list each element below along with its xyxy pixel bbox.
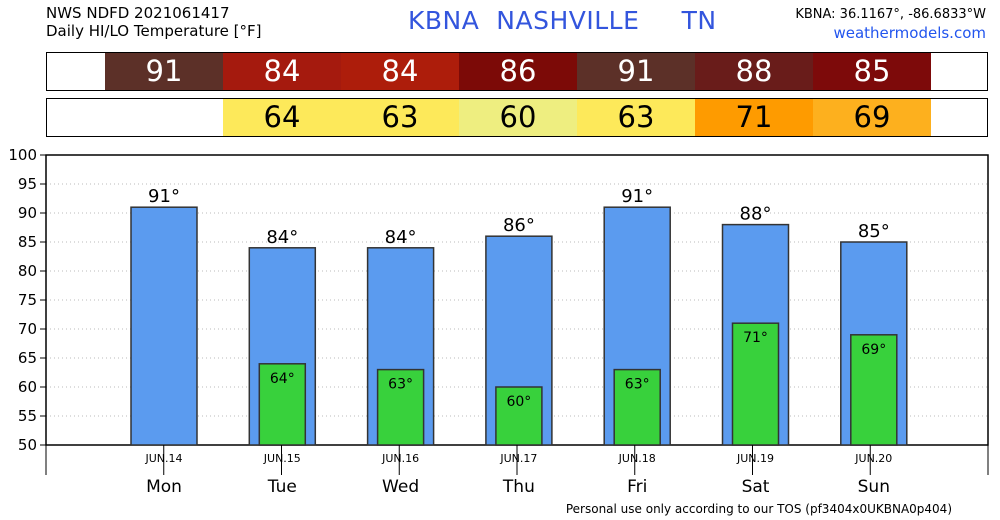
y-tick-label: 75	[18, 291, 37, 309]
day-label: Mon	[146, 477, 182, 497]
lo-bar	[850, 334, 898, 446]
station-title: KBNA NASHVILLE TN	[408, 6, 717, 35]
lo-temp-cell: 64	[223, 99, 341, 136]
y-tick-label: 100	[8, 146, 37, 164]
station-coords: KBNA: 36.1167°, -86.6833°W	[795, 7, 986, 22]
x-tick-label: JUN.19	[736, 452, 774, 465]
y-tick-label: 65	[18, 349, 37, 367]
station-state: TN	[681, 6, 717, 35]
x-tick-label: JUN.20	[854, 452, 892, 465]
lo-bar-label: 63°	[388, 377, 413, 393]
hi-temp-cell: 84	[223, 53, 341, 90]
lo-temp-cell	[105, 99, 223, 136]
lo-temp-cell: 63	[577, 99, 695, 136]
y-tick-label: 60	[18, 378, 37, 396]
hi-bar-label: 86°	[503, 215, 535, 236]
lo-bar	[731, 322, 780, 446]
x-tick-label: JUN.18	[618, 452, 656, 465]
chart-title: Daily HI/LO Temperature [°F]	[46, 22, 262, 40]
hi-bar-label: 91°	[621, 186, 653, 207]
product-line: NWS NDFD 2021061417	[46, 4, 230, 22]
y-tick-label: 95	[18, 175, 37, 193]
hi-bar-label: 88°	[740, 204, 772, 225]
x-tick-label: JUN.17	[499, 452, 537, 465]
footer-note: Personal use only according to our TOS (…	[565, 502, 952, 516]
hi-temp-cell: 86	[459, 53, 577, 90]
lo-bar-label: 60°	[506, 394, 531, 410]
hi-bar-label: 91°	[148, 186, 180, 207]
lo-bar	[495, 386, 543, 446]
lo-bar-label: 71°	[743, 330, 768, 346]
day-label: Thu	[502, 477, 535, 497]
y-tick-label: 55	[18, 407, 37, 425]
lo-temp-cell: 71	[695, 99, 813, 136]
hi-temp-cell: 91	[577, 53, 695, 90]
y-tick-label: 50	[18, 436, 37, 454]
lo-bar	[613, 368, 661, 446]
lo-temperature-strip: 64 63 60 63 71 69	[46, 98, 988, 137]
lo-bar-label: 64°	[270, 371, 295, 387]
station-code: KBNA	[408, 6, 480, 35]
lo-bar-label: 63°	[625, 377, 650, 393]
lo-bar	[376, 368, 425, 446]
y-tick-label: 85	[18, 233, 37, 251]
lo-temp-cell: 63	[341, 99, 459, 136]
day-label: Fri	[627, 477, 647, 497]
day-label: Wed	[382, 477, 419, 497]
hi-bar-label: 85°	[858, 221, 890, 242]
chart-header-left: NWS NDFD 2021061417 Daily HI/LO Temperat…	[46, 4, 262, 40]
hi-temp-cell: 88	[695, 53, 813, 90]
hi-temperature-strip: 91 84 84 86 91 88 85	[46, 52, 988, 91]
lo-temp-cell: 60	[459, 99, 577, 136]
hi-temp-cell: 91	[105, 53, 223, 90]
hi-temp-cell: 84	[341, 53, 459, 90]
hi-bar-label: 84°	[385, 227, 417, 248]
lo-bar-label: 69°	[861, 342, 886, 358]
day-label: Sat	[742, 477, 770, 497]
lo-temp-cell: 69	[813, 99, 931, 136]
station-name: NASHVILLE	[496, 6, 640, 35]
day-label: Sun	[858, 477, 890, 497]
y-tick-label: 90	[18, 204, 37, 222]
chart-header-right: KBNA: 36.1167°, -86.6833°W weathermodels…	[795, 5, 986, 43]
y-tick-label: 80	[18, 262, 37, 280]
hi-bar-label: 84°	[266, 227, 298, 248]
site-link[interactable]: weathermodels.com	[833, 24, 986, 42]
lo-bar	[258, 363, 307, 446]
y-tick-label: 70	[18, 320, 37, 338]
day-label: Tue	[267, 477, 297, 497]
hi-bar	[130, 206, 198, 446]
x-tick-label: JUN.16	[381, 452, 419, 465]
hi-temp-cell: 85	[813, 53, 931, 90]
